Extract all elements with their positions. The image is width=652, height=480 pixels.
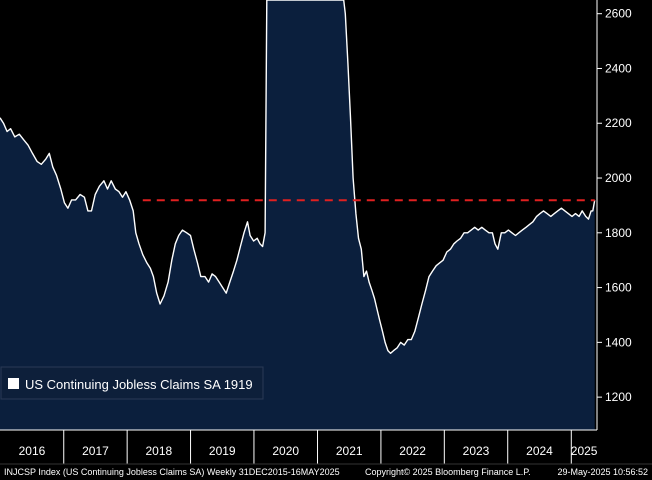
legend-box — [0, 366, 264, 400]
x-tick-label: 2017 — [82, 444, 109, 458]
x-tick-label: 2016 — [19, 444, 46, 458]
footer-timestamp: 29-May-2025 10:56:52 — [557, 467, 648, 477]
series-line — [0, 0, 596, 354]
x-tick-label: 2025 — [571, 444, 598, 458]
x-axis-band — [0, 430, 652, 464]
x-axis: 2016 2017 2018 2019 2020 2021 2022 2023 2024 2025 — [0, 429, 652, 465]
y-tick-label: 1600 — [605, 281, 632, 295]
legend: US Continuing Jobless Claims SA 1919 — [0, 366, 264, 400]
y-tick-label: 1800 — [605, 226, 632, 240]
footer-copyright: Copyright© 2025 Bloomberg Finance L.P. — [365, 467, 531, 477]
legend-label: US Continuing Jobless Claims SA 1919 — [25, 377, 253, 392]
series-area — [0, 0, 595, 430]
x-tick-label: 2022 — [399, 444, 426, 458]
x-tick-label: 2019 — [209, 444, 236, 458]
y-tick-label: 2400 — [605, 61, 632, 75]
y-tick-label: 1200 — [605, 390, 632, 404]
x-tick-label: 2024 — [526, 444, 553, 458]
y-tick-label: 2000 — [605, 171, 632, 185]
x-tick-label: 2023 — [463, 444, 490, 458]
x-tick-label: 2020 — [272, 444, 299, 458]
y-tick-label: 2200 — [605, 116, 632, 130]
footer-source: INJCSP Index (US Continuing Jobless Clai… — [4, 467, 340, 477]
footer: INJCSP Index (US Continuing Jobless Clai… — [4, 467, 648, 477]
x-tick-label: 2021 — [336, 444, 363, 458]
plot-area — [0, 0, 596, 430]
x-tick-label: 2018 — [145, 444, 172, 458]
y-tick-label: 2600 — [605, 7, 632, 21]
legend-swatch — [8, 378, 19, 389]
y-tick-label: 1400 — [605, 335, 632, 349]
y-axis: 1200 1400 1600 1800 2000 2200 2400 2600 — [596, 0, 632, 430]
